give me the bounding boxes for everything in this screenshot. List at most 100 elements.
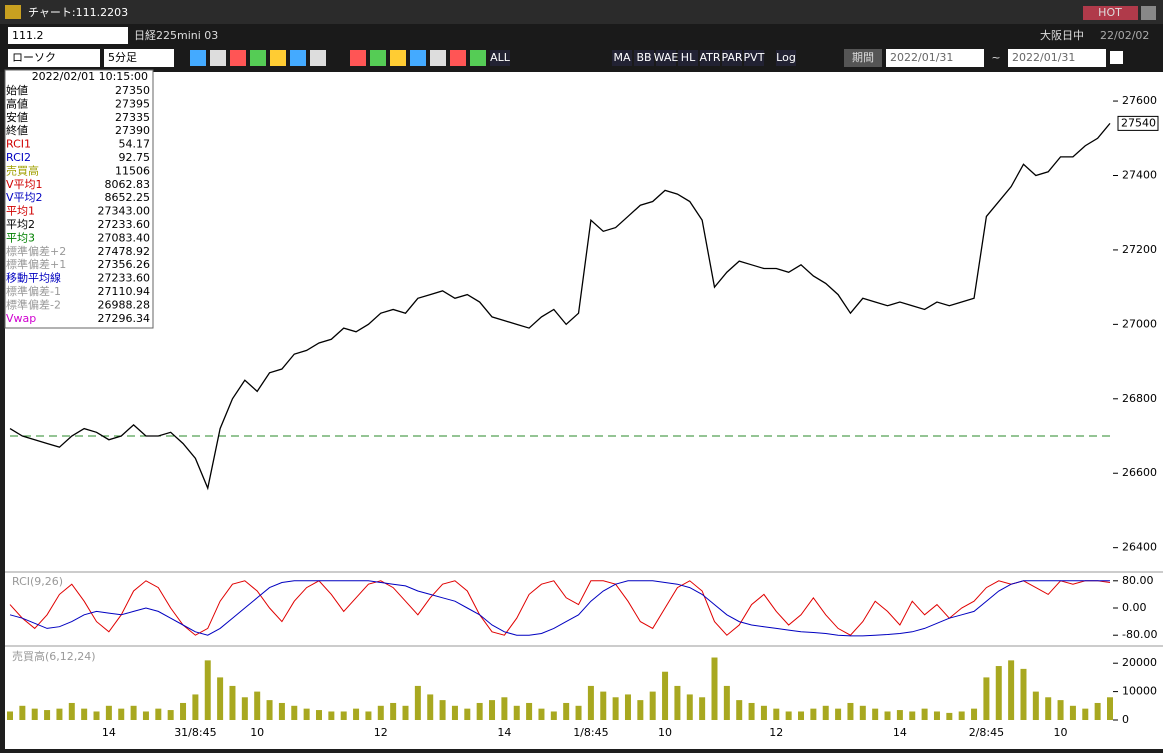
range-label: 期間 [852,51,874,64]
tool-icon[interactable] [210,50,226,66]
volume-bar [68,702,75,720]
tool-button[interactable] [656,50,676,66]
info-label: 売買高 [6,163,39,177]
info-label: 高値 [6,96,28,110]
volume-bar [328,711,335,720]
kind-select[interactable] [8,49,100,67]
info-value: 27296.34 [98,312,151,325]
info-value: 27350 [115,84,150,97]
tool-icon[interactable] [310,50,326,66]
volume-bar [1045,697,1052,720]
volume-bar [983,677,990,720]
tool-button[interactable] [612,50,632,66]
tool-button[interactable] [678,50,698,66]
volume-bar [377,705,384,720]
tool-icon[interactable] [450,50,466,66]
tool-button[interactable] [634,50,654,66]
volume-bar [1107,697,1113,720]
volume-bar [217,677,224,720]
x-tick-label: 31/8:45 [174,726,216,739]
from-box[interactable] [886,49,984,67]
range-button[interactable] [844,49,882,67]
x-tick-label: 10 [1054,726,1068,739]
price-line [9,122,1111,491]
volume-bar [93,711,100,720]
panel-title: 売買高(6,12,24) [12,649,96,663]
hot-button[interactable] [1083,6,1138,20]
volume-bar [995,666,1002,720]
info-value: 26988.28 [98,298,151,311]
last-price: 27540 [1121,116,1156,129]
volume-bar [859,705,866,720]
period: 5分足 [108,51,137,64]
y-tick-label: 26600 [1122,466,1157,479]
tool-button[interactable] [776,50,796,66]
x-axis-area [5,722,1163,749]
volume-bar [723,685,730,720]
volume-bar [686,694,693,720]
volume-bar [909,711,916,720]
x-tick-label: 12 [769,726,783,739]
volume-bar [884,711,891,720]
tool-button-label: BB [636,51,651,64]
tool-icon[interactable] [250,50,266,66]
volume-bar [748,702,755,720]
last-price-box [1117,115,1159,131]
info-label: 始値 [6,83,28,97]
checkbox[interactable] [1110,51,1123,64]
tool-icon[interactable] [430,50,446,66]
tool-icon[interactable] [290,50,306,66]
info-label: RCI1 [6,138,31,151]
info-label: 終値 [6,123,28,137]
volume-bar [933,711,940,720]
volume-bar [563,702,570,720]
close-button[interactable] [1141,6,1156,20]
volume-bar [489,700,496,720]
tool-icon[interactable] [230,50,246,66]
tool-icon[interactable] [350,50,366,66]
volume-bar [254,691,261,720]
volume-bar [44,710,51,720]
hot-label: HOT [1098,6,1122,19]
to-box[interactable] [1008,49,1106,67]
tilde: ~ [991,51,1000,64]
tool-button[interactable] [700,50,720,66]
volume-bar [241,697,248,720]
tool-button[interactable] [490,50,510,66]
volume-bar [180,702,187,720]
y-tick-label: 27200 [1122,243,1157,256]
info-label: 標準偏差-2 [6,297,61,311]
axis-area [1113,72,1163,722]
info-label: V平均2 [6,191,43,204]
volume-bar [550,711,557,720]
volume-bar [847,702,854,720]
tool-button-label: ALL [490,51,511,64]
tool-button[interactable] [744,50,764,66]
info-label: 安値 [6,110,28,124]
volume-bar [1069,705,1076,720]
symbol-name: 日経225mini 03 [134,29,218,42]
period-select[interactable] [104,49,174,67]
info-value: 27233.60 [98,272,151,285]
info-panel [4,69,154,329]
x-tick-label: 10 [250,726,264,739]
volume-bar [155,708,162,720]
volume-bar [451,705,458,720]
x-tick-label: 14 [893,726,907,739]
info-label: RCI2 [6,151,31,164]
x-tick-label: 14 [497,726,511,739]
tool-icon[interactable] [410,50,426,66]
tool-icon[interactable] [190,50,206,66]
tool-icon[interactable] [470,50,486,66]
app-icon [5,5,21,19]
symbol-box[interactable] [8,27,128,44]
volume-bar [971,708,978,720]
info-label: V平均1 [6,178,43,191]
tool-icon[interactable] [390,50,406,66]
tool-icon[interactable] [370,50,386,66]
tool-icon[interactable] [270,50,286,66]
volume-bar [414,685,421,720]
tool-button[interactable] [722,50,742,66]
